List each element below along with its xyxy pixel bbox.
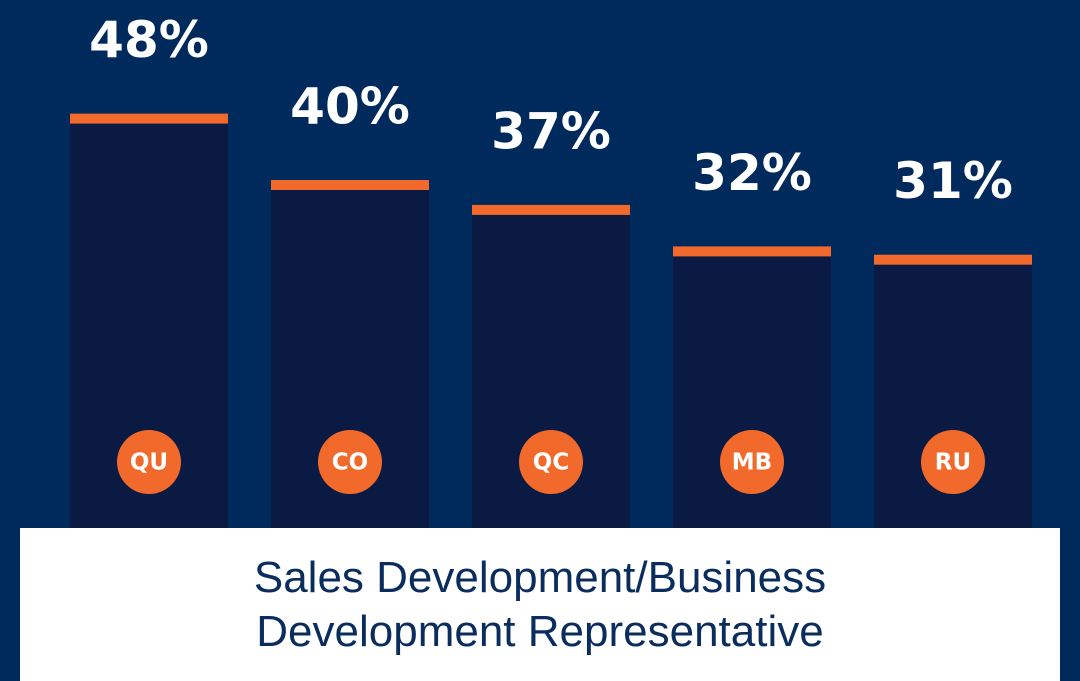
chart-title: Sales Development/Business Development R… <box>253 552 827 656</box>
value-label: 32% <box>692 144 812 202</box>
category-label: QU <box>130 450 168 476</box>
category-label: CO <box>332 450 368 476</box>
category-badge <box>921 430 985 494</box>
title-panel: Sales Development/Business Development R… <box>20 528 1060 681</box>
category-label: RU <box>935 450 971 476</box>
value-label: 40% <box>290 78 410 136</box>
bar-cap <box>874 254 1032 265</box>
category-badge <box>318 430 382 494</box>
bar-cap <box>70 113 228 124</box>
value-label: 48% <box>89 11 209 69</box>
bar-cap <box>673 246 831 257</box>
chart: 48% QU 40% CO 37% QC 32% MB 31% RU <box>70 11 1032 530</box>
bar-cap <box>472 204 630 215</box>
value-label: 31% <box>893 152 1013 210</box>
category-label: MB <box>732 450 772 476</box>
bar-cap <box>271 180 429 190</box>
category-label: QC <box>533 450 569 476</box>
value-label: 37% <box>491 102 611 160</box>
category-badge <box>720 430 784 494</box>
category-badge <box>519 430 583 494</box>
category-badge <box>117 430 181 494</box>
